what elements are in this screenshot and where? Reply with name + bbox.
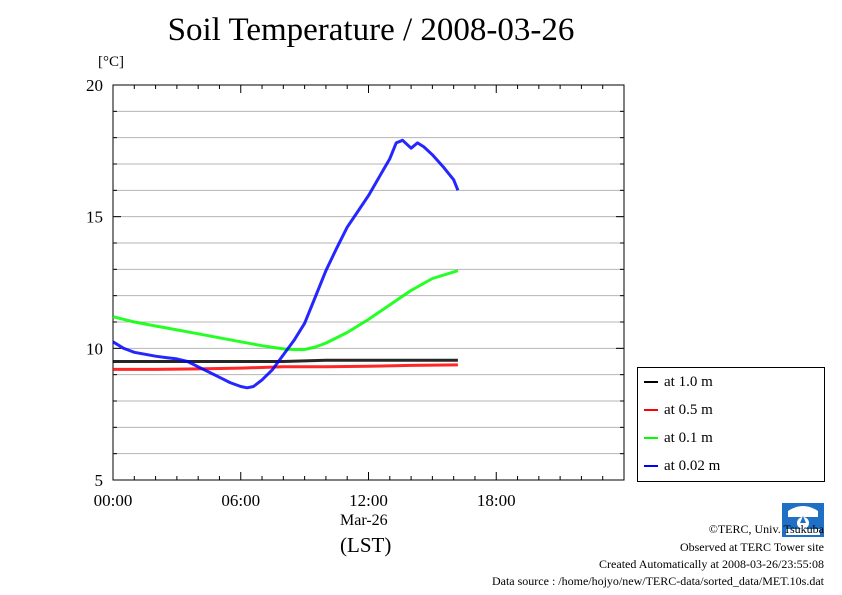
x-date-label: Mar-26 [340, 512, 388, 529]
y-axis-unit: [°C] [98, 54, 124, 70]
legend-swatch [644, 409, 658, 411]
x-tick-label: 06:00 [221, 491, 260, 510]
footer-source: Data source : /home/hojyo/new/TERC-data/… [491, 574, 824, 588]
x-tick-label: 00:00 [94, 491, 133, 510]
x-tick-label: 12:00 [349, 491, 388, 510]
legend-label: at 0.5 m [664, 401, 713, 418]
footer-copyright: ©TERC, Univ. Tsukuba [708, 522, 824, 536]
axis-ticks: 00:00 06:00 12:00 18:00 5 10 15 20 [86, 76, 624, 510]
legend-item: at 0.02 m [644, 456, 720, 476]
series-lines [112, 138, 460, 390]
footer-observed: Observed at TERC Tower site [679, 540, 824, 554]
series-line-2 [113, 363, 458, 371]
y-tick-label: 20 [86, 76, 103, 95]
y-tick-label: 5 [95, 471, 104, 490]
legend-item: at 1.0 m [644, 372, 713, 392]
plot-frame [112, 84, 625, 481]
series-line-1 [113, 358, 458, 363]
legend-swatch [644, 381, 658, 383]
series-line-4 [112, 138, 460, 390]
legend-label: at 0.1 m [664, 429, 713, 446]
series-line-3 [112, 269, 459, 352]
legend-swatch [644, 437, 658, 439]
terc-logo-icon [782, 503, 824, 537]
legend-item: at 0.1 m [644, 428, 713, 448]
y-tick-label: 10 [86, 339, 103, 358]
legend-label: at 0.02 m [664, 457, 721, 474]
legend: at 1.0 m at 0.5 m at 0.1 m at 0.02 m [637, 367, 825, 482]
y-tick-label: 15 [86, 208, 103, 227]
legend-item: at 0.5 m [644, 400, 713, 420]
legend-swatch [644, 465, 658, 467]
x-axis-label: (LST) [340, 533, 392, 557]
x-tick-label: 18:00 [477, 491, 516, 510]
footer-created: Created Automatically at 2008-03-26/23:5… [599, 557, 824, 571]
legend-label: at 1.0 m [664, 373, 713, 390]
grid [113, 110, 624, 455]
chart-title: Soil Temperature / 2008-03-26 [167, 12, 575, 48]
